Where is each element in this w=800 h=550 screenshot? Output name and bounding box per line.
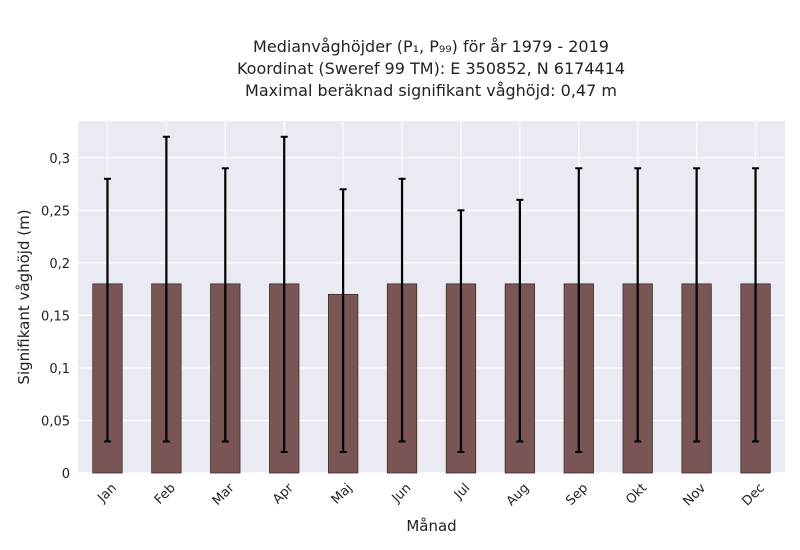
x-tick-label: Feb	[152, 481, 179, 508]
error-bars	[103, 135, 760, 453]
x-tick-label: Mar	[210, 480, 238, 508]
x-tick-label: Jul	[451, 481, 473, 503]
x-tick-label: Okt	[623, 481, 650, 508]
y-tick-label: 0,2	[49, 257, 70, 272]
y-tick-label: 0,15	[41, 309, 70, 324]
x-tick-label: Aug	[504, 481, 533, 510]
y-tick-label: 0,3	[49, 152, 70, 167]
x-axis-label: Månad	[406, 517, 456, 535]
x-tick-label: Dec	[740, 481, 768, 509]
error-bar-maj	[339, 188, 347, 453]
y-tick-label: 0,05	[41, 414, 70, 429]
x-axis-ticks: Jan Feb Mar Apr Maj Jun Jul Aug Sep Okt Nov Dec	[94, 480, 768, 509]
chart-title: Medianvåghöjder (P₁, P₉₉) för år 1979 - …	[237, 37, 625, 100]
error-bar-dec	[752, 167, 760, 443]
error-bar-nov	[693, 167, 701, 443]
error-bar-apr	[280, 135, 288, 453]
chart-title-line: Medianvåghöjder (P₁, P₉₉) för år 1979 - …	[253, 37, 609, 56]
error-bar-okt	[634, 167, 642, 443]
x-tick-label: Jun	[389, 481, 415, 507]
error-bar-mar	[221, 167, 229, 443]
error-bar-jun	[398, 177, 406, 443]
error-bar-sep	[575, 167, 583, 453]
y-axis-label: Signifikant våghöjd (m)	[15, 209, 33, 384]
chart-title-line: Maximal beräknad signifikant våghöjd: 0,…	[245, 81, 617, 100]
plot-area	[78, 121, 785, 473]
x-tick-label: Sep	[563, 481, 591, 509]
error-bar-aug	[516, 198, 524, 443]
y-axis-ticks: 0 0,05 0,1 0,15 0,2 0,25 0,3	[41, 152, 70, 482]
error-bar-jul	[457, 209, 465, 453]
x-tick-label: Nov	[680, 481, 709, 510]
y-tick-label: 0,1	[49, 362, 70, 377]
error-bar-jan	[103, 177, 111, 443]
chart-title-line: Koordinat (Sweref 99 TM): E 350852, N 61…	[237, 59, 625, 78]
x-tick-label: Maj	[329, 481, 356, 508]
y-tick-label: 0,25	[41, 204, 70, 219]
y-tick-label: 0	[62, 467, 70, 482]
x-tick-label: Apr	[270, 480, 297, 507]
x-tick-label: Jan	[94, 481, 119, 506]
error-bar-feb	[162, 135, 170, 443]
